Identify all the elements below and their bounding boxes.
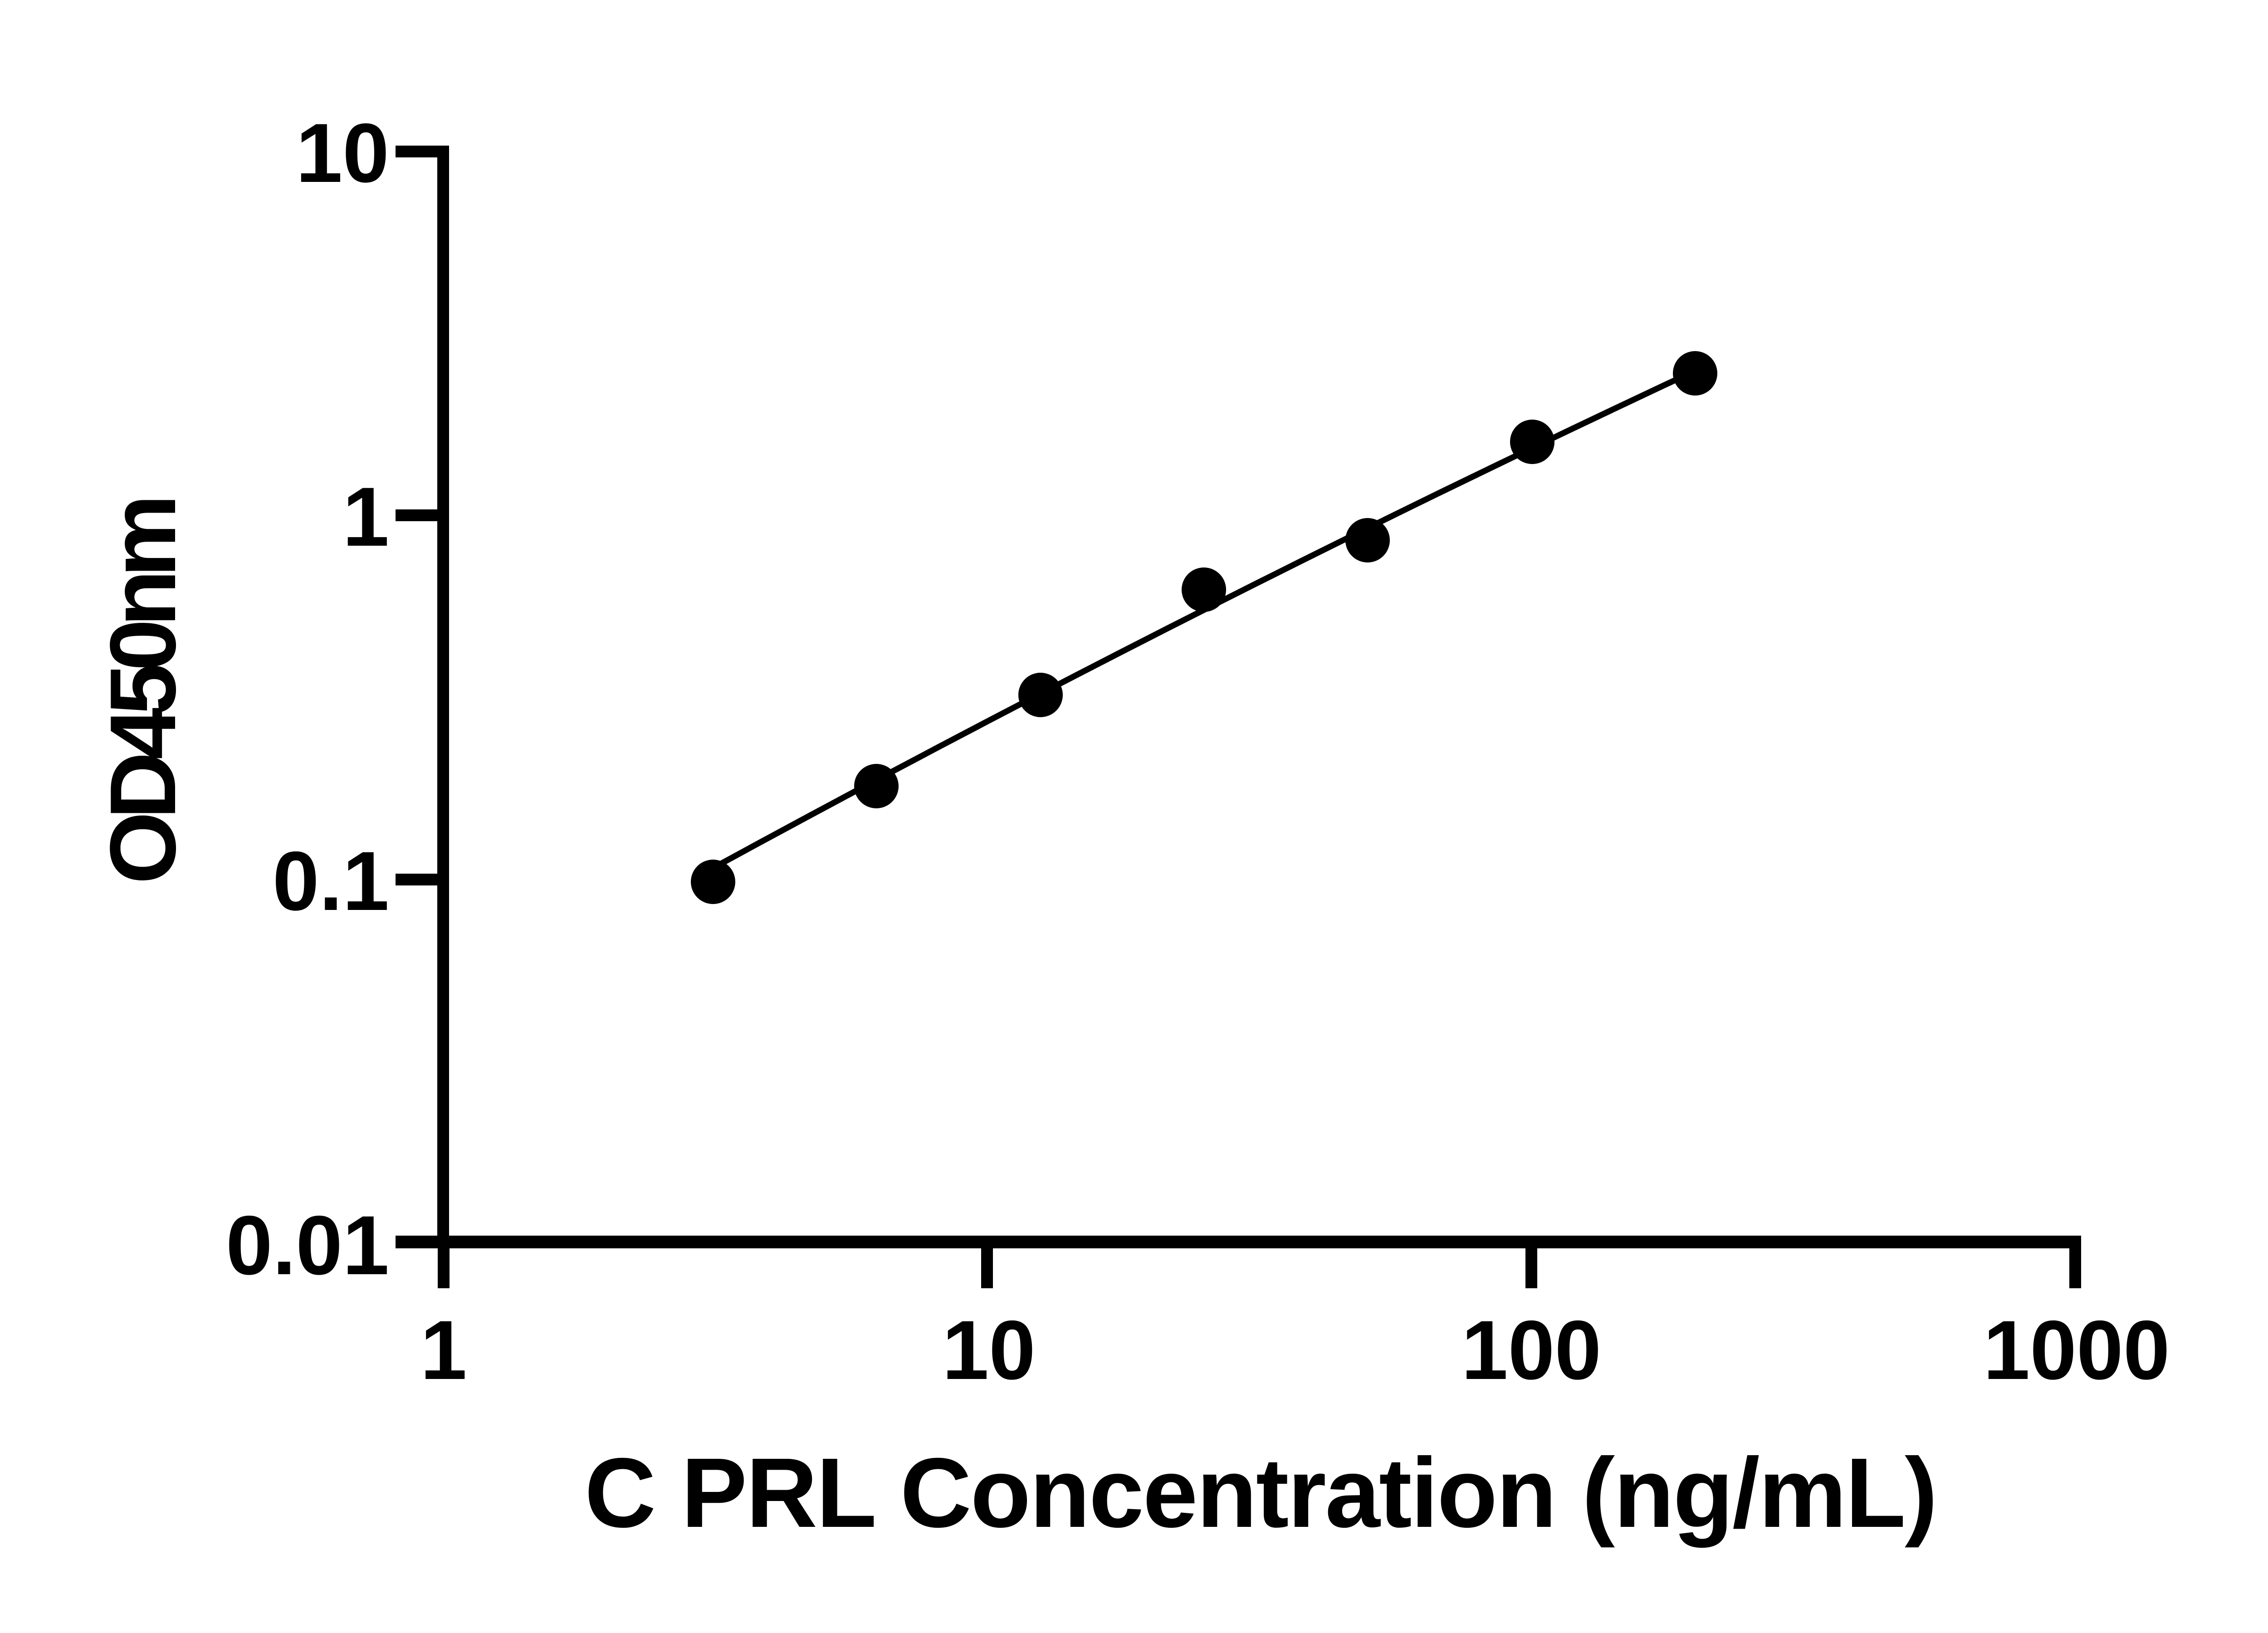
svg-text:1: 1: [420, 1304, 467, 1397]
svg-text:OD450nm: OD450nm: [91, 500, 195, 885]
svg-text:0.01: 0.01: [226, 1199, 389, 1292]
svg-text:10: 10: [296, 107, 389, 200]
svg-text:0.1: 0.1: [273, 835, 389, 928]
svg-text:1: 1: [342, 470, 389, 564]
svg-text:1000: 1000: [1983, 1304, 2170, 1397]
svg-text:C PRL Concentration (ng/mL): C PRL Concentration (ng/mL): [585, 1438, 1936, 1548]
svg-text:100: 100: [1461, 1304, 1602, 1397]
svg-text:10: 10: [942, 1304, 1036, 1397]
